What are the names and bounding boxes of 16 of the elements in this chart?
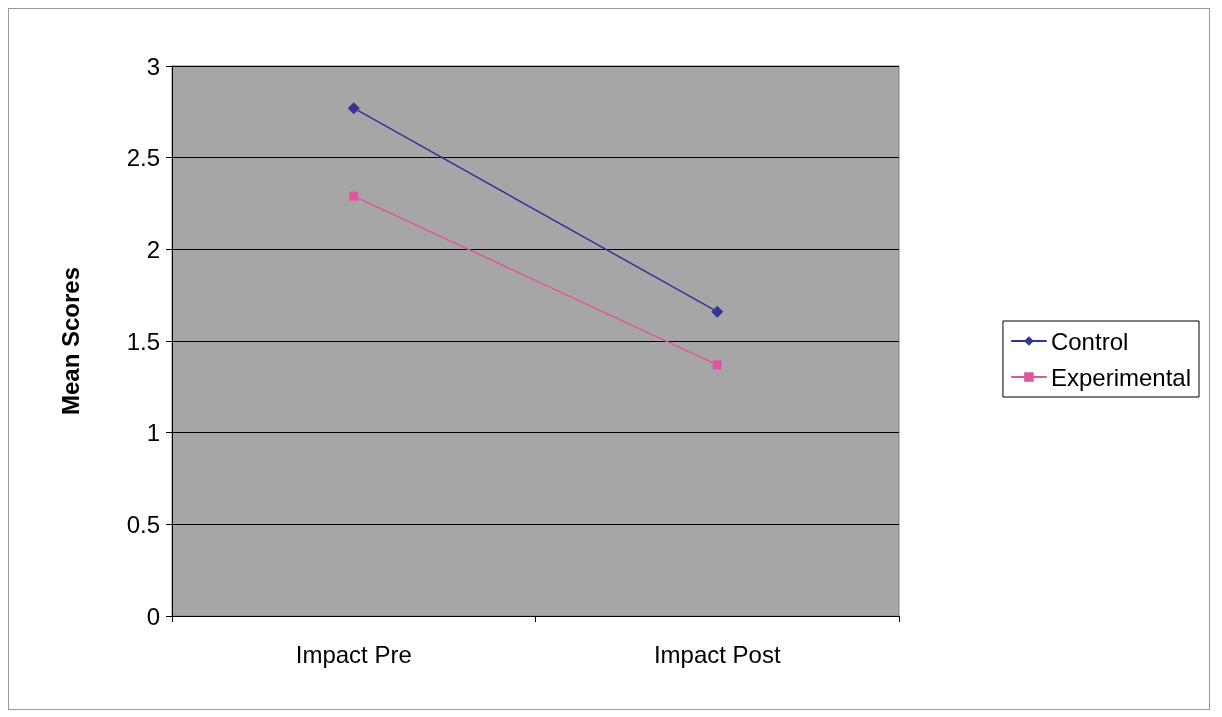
point xyxy=(711,305,724,318)
point xyxy=(347,102,360,115)
y-axis-title: Mean Scores xyxy=(56,266,84,416)
x-tick-label: Impact Post xyxy=(653,640,781,668)
y-tick-label: 1 xyxy=(146,419,160,447)
legend-label: Experimental xyxy=(1050,363,1191,391)
point xyxy=(349,191,359,201)
y-tick-label: 2 xyxy=(146,235,160,263)
point xyxy=(712,360,722,370)
y-tick-label: 2.5 xyxy=(126,144,160,172)
legend-label: Control xyxy=(1050,327,1129,355)
y-tick-label: 0 xyxy=(146,602,160,630)
y-tick-label: 3 xyxy=(146,52,160,80)
x-tick-label: Impact Pre xyxy=(295,640,412,668)
y-tick-label: 1.5 xyxy=(126,327,160,355)
y-tick-label: 0.5 xyxy=(126,510,160,538)
